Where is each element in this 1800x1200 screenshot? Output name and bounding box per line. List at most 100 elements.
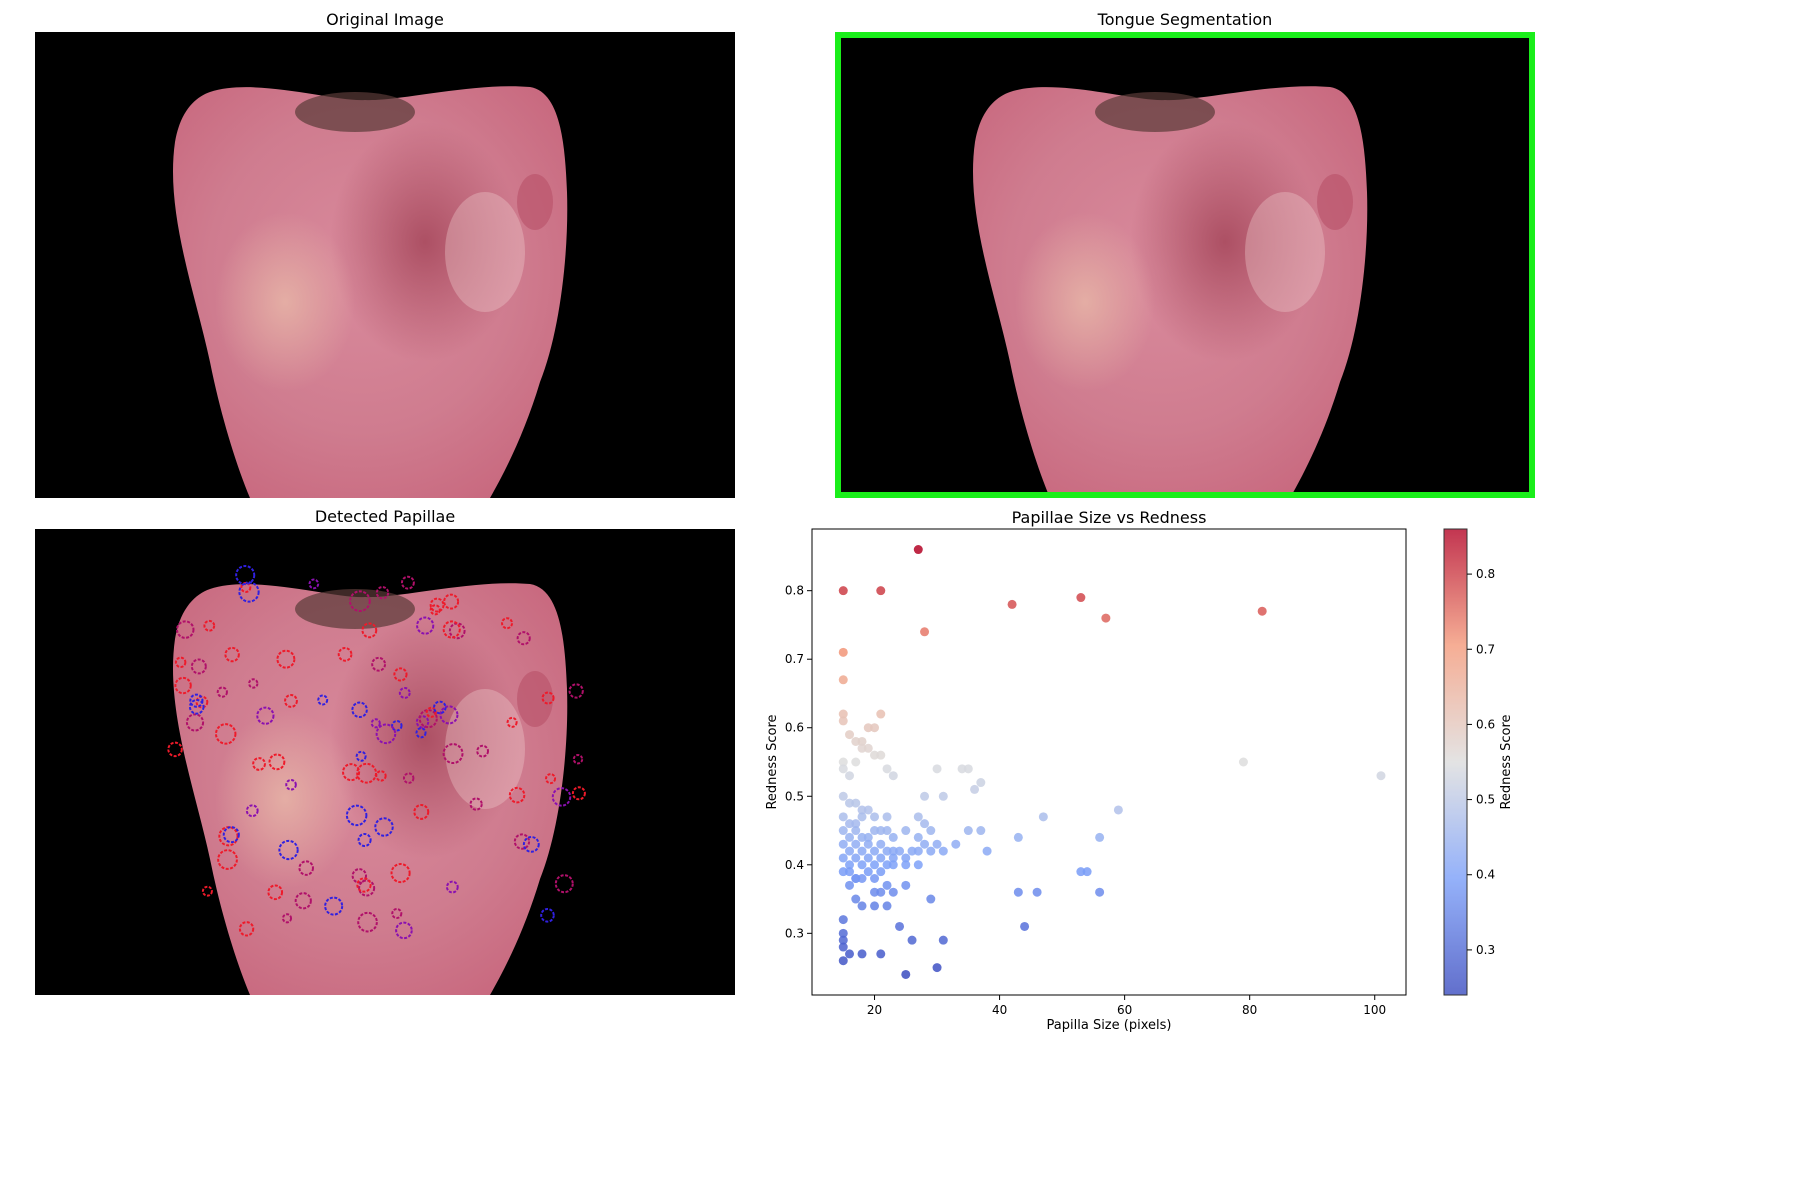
papilla-marker bbox=[522, 835, 540, 853]
scatter-point bbox=[851, 819, 861, 829]
colorbar-ticks: 0.3 0.4 0.5 0.6 0.7 0.8 bbox=[1467, 567, 1495, 957]
scatter-point bbox=[863, 832, 873, 842]
scatter-point bbox=[845, 949, 855, 959]
scatter-point bbox=[876, 750, 886, 760]
scatter-point bbox=[926, 826, 936, 836]
papilla-marker bbox=[203, 619, 216, 632]
papilla-marker bbox=[267, 884, 284, 901]
scatter-point bbox=[1020, 921, 1030, 931]
papilla-marker bbox=[415, 727, 427, 739]
papilla-marker bbox=[429, 604, 441, 616]
scatter-point bbox=[882, 860, 892, 870]
scatter-point bbox=[838, 935, 848, 945]
scatter-point bbox=[913, 545, 923, 555]
scatter-chart: Papillae Size vs Redness 20 40 60 80 100 0.3… bbox=[765, 508, 1514, 1033]
papilla-marker bbox=[176, 620, 195, 639]
y-tick-label: 0.6 bbox=[785, 721, 804, 735]
colorbar-tick-label: 0.8 bbox=[1476, 567, 1495, 581]
scatter-point bbox=[838, 839, 848, 849]
scatter-point bbox=[838, 675, 848, 685]
scatter-point bbox=[888, 846, 898, 856]
scatter-point bbox=[870, 887, 880, 897]
colorbar-tick-label: 0.7 bbox=[1476, 642, 1495, 656]
papilla-marker bbox=[540, 907, 555, 923]
data-points bbox=[838, 545, 1386, 979]
papilla-marker bbox=[442, 743, 464, 765]
papilla-marker bbox=[252, 757, 266, 771]
scatter-point bbox=[838, 709, 848, 719]
papilla-marker bbox=[189, 693, 204, 708]
scatter-point bbox=[870, 874, 880, 883]
scatter-point bbox=[1113, 805, 1123, 815]
scatter-point bbox=[1076, 593, 1086, 603]
papilla-marker bbox=[571, 786, 586, 801]
papilla-marker bbox=[402, 772, 415, 784]
scatter-point bbox=[870, 750, 880, 760]
scatter-point bbox=[882, 764, 892, 774]
papilla-marker bbox=[506, 716, 518, 728]
scatter-point bbox=[1082, 867, 1092, 877]
scatter-point bbox=[870, 901, 880, 911]
papilla-marker bbox=[508, 786, 526, 804]
scatter-point bbox=[876, 586, 886, 596]
scatter-point bbox=[838, 812, 848, 822]
papilla-marker bbox=[476, 744, 489, 758]
scatter-point bbox=[1238, 757, 1248, 767]
scatter-point bbox=[838, 826, 848, 836]
scatter-point bbox=[957, 764, 967, 774]
scatter-point bbox=[976, 778, 986, 788]
papilla-marker bbox=[324, 896, 344, 916]
scatter-point bbox=[857, 805, 867, 815]
papilla-marker bbox=[390, 863, 411, 884]
scatter-point bbox=[895, 846, 905, 856]
x-tick-label: 80 bbox=[1242, 1003, 1257, 1017]
scatter-point bbox=[976, 826, 986, 836]
scatter-point bbox=[907, 935, 917, 945]
scatter-point bbox=[901, 860, 911, 870]
scatter-point bbox=[913, 812, 923, 822]
scatter-point bbox=[863, 743, 873, 753]
scatter-point bbox=[845, 819, 855, 829]
scatter-point bbox=[907, 846, 917, 856]
papilla-marker bbox=[201, 885, 213, 897]
papilla-marker bbox=[216, 686, 228, 698]
scatter-point bbox=[920, 819, 930, 829]
scatter-point bbox=[876, 826, 886, 836]
x-axis-label: Papilla Size (pixels) bbox=[1047, 1018, 1172, 1033]
scatter-point bbox=[845, 867, 855, 877]
scatter-point bbox=[932, 963, 942, 973]
papilla-marker bbox=[240, 581, 252, 593]
scatter-point bbox=[863, 723, 873, 733]
scatter-point bbox=[1101, 613, 1111, 623]
chart-title: Papillae Size vs Redness bbox=[1012, 508, 1207, 527]
scatter-point bbox=[851, 839, 861, 849]
papilla-marker bbox=[188, 699, 205, 715]
scatter-point bbox=[857, 832, 867, 842]
papilla-marker bbox=[393, 667, 408, 682]
scatter-point bbox=[845, 730, 855, 740]
papilla-marker bbox=[276, 649, 296, 669]
scatter-point bbox=[851, 894, 861, 904]
scatter-point bbox=[845, 846, 855, 856]
y-axis-label: Redness Score bbox=[765, 714, 780, 809]
scatter-point bbox=[851, 736, 861, 746]
y-tick-label: 0.3 bbox=[785, 926, 804, 940]
papilla-marker bbox=[572, 753, 584, 765]
scatter-point bbox=[901, 880, 911, 890]
scatter-point bbox=[963, 826, 973, 836]
scatter-point bbox=[838, 928, 848, 938]
scatter-point bbox=[845, 798, 855, 808]
y-axis-ticks: 0.3 0.4 0.5 0.6 0.7 0.8 bbox=[785, 584, 812, 940]
papilla-marker bbox=[345, 804, 368, 827]
title-original: Original Image bbox=[326, 10, 444, 29]
scatter-point bbox=[876, 887, 886, 897]
y-tick-label: 0.8 bbox=[785, 584, 804, 598]
x-tick-label: 20 bbox=[867, 1003, 882, 1017]
scatter-point bbox=[838, 942, 848, 952]
papilla-marker bbox=[551, 787, 572, 807]
scatter-point bbox=[901, 826, 911, 836]
scatter-point bbox=[901, 853, 911, 863]
scatter-point bbox=[876, 867, 886, 877]
x-tick-label: 60 bbox=[1117, 1003, 1132, 1017]
scatter-point bbox=[1007, 599, 1017, 609]
